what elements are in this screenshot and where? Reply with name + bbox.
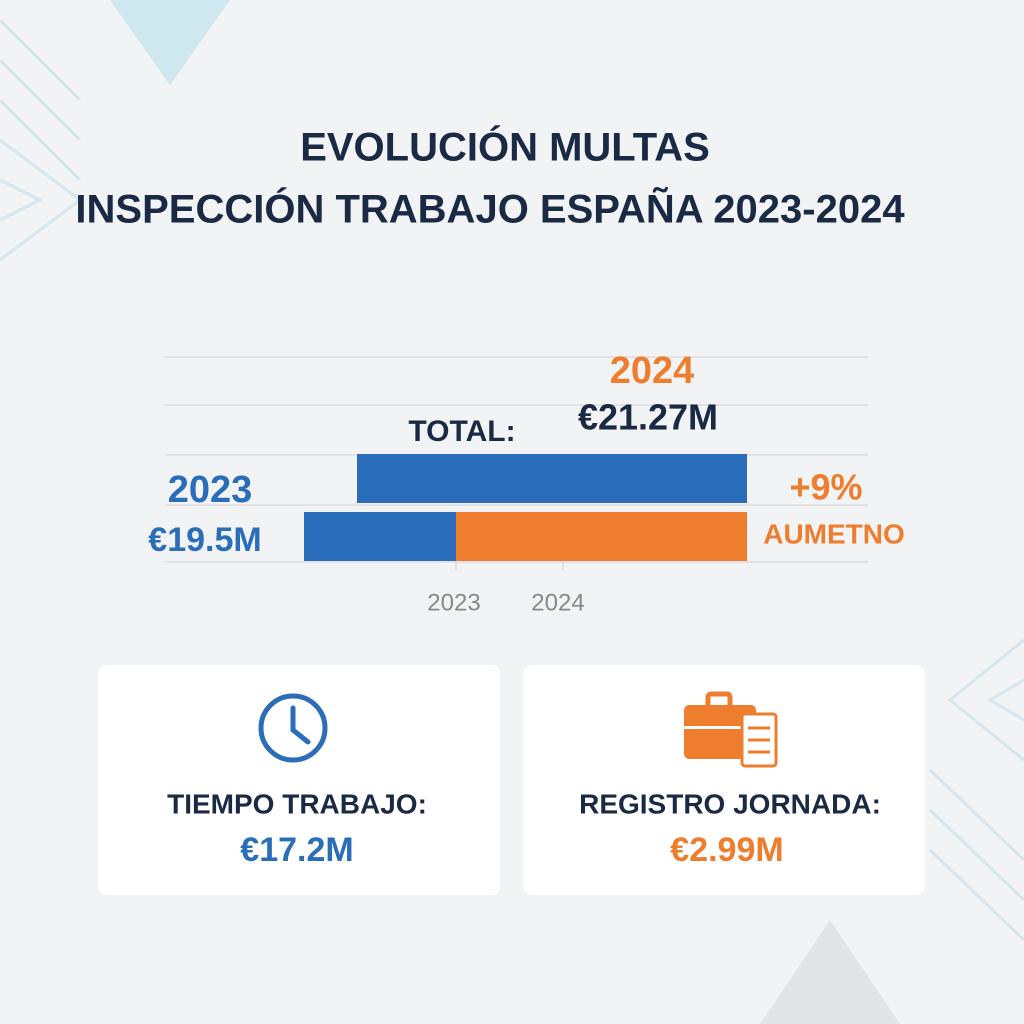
decor-triangle [110, 0, 230, 85]
decor-triangle [760, 920, 900, 1024]
amount: €19.5M [148, 521, 261, 559]
axis-label: 2024 [531, 589, 584, 616]
card-amount: €17.2M [240, 831, 353, 869]
card [98, 665, 500, 895]
card-label: TIEMPO TRABAJO: [167, 788, 427, 819]
briefcase-icon [684, 691, 778, 768]
card-label: REGISTRO JORNADA: [579, 788, 881, 819]
bar-2023 [304, 512, 456, 561]
amount: €21.27M [578, 397, 718, 438]
year-label: 2023 [168, 469, 253, 511]
card [523, 665, 925, 895]
clock-icon [258, 693, 328, 763]
bar-increase [456, 512, 747, 561]
card-amount: €2.99M [670, 831, 783, 869]
title: INSPECCIÓN TRABAJO ESPAÑA 2023-2024 [75, 186, 905, 232]
decor-lines [0, 18, 1024, 942]
axis-label: 2023 [427, 589, 480, 616]
title: EVOLUCIÓN MULTAS [300, 124, 710, 170]
change-value: +9% [789, 467, 862, 508]
bar-2024 [357, 454, 747, 503]
total-label: TOTAL: [408, 415, 515, 448]
change-label: AUMETNO [763, 518, 905, 549]
year-label: 2024 [610, 350, 695, 392]
